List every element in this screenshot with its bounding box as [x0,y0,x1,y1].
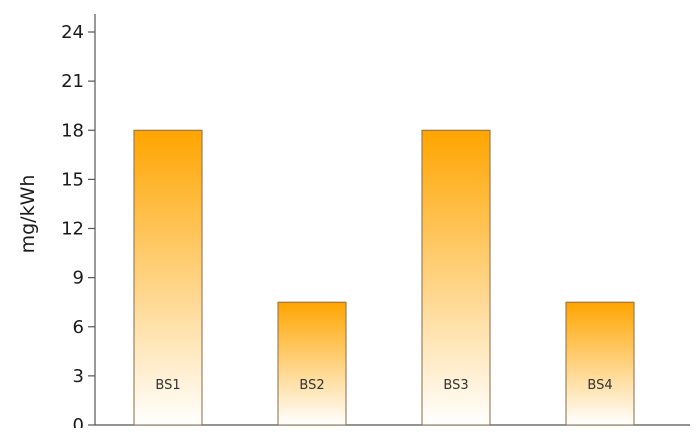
bar-bs2 [277,301,347,426]
bars [133,129,635,426]
bar-bs1 [133,129,203,426]
y-axis: 0 3 6 9 12 15 18 21 24 [61,14,96,432]
category-label-bs2: BS2 [299,378,324,393]
bar-bs4 [565,301,635,426]
bar-bs3 [421,129,491,426]
y-tick-label: 12 [61,219,84,240]
y-tick-label: 3 [73,366,84,387]
y-tick-label: 24 [61,22,84,43]
y-tick-label: 18 [61,120,84,141]
y-tick-label: 15 [61,169,84,190]
category-label-bs4: BS4 [587,378,612,393]
y-tick-label: 9 [73,268,84,289]
category-label-bs3: BS3 [443,378,468,393]
y-tick-label: 21 [61,71,84,92]
y-axis-label: mg/kWh [17,175,39,254]
y-tick-label: 0 [73,415,84,428]
bar-labels: BS1 BS2 BS3 BS4 [155,378,612,393]
y-tick-label: 6 [73,317,84,338]
category-label-bs1: BS1 [155,378,180,393]
